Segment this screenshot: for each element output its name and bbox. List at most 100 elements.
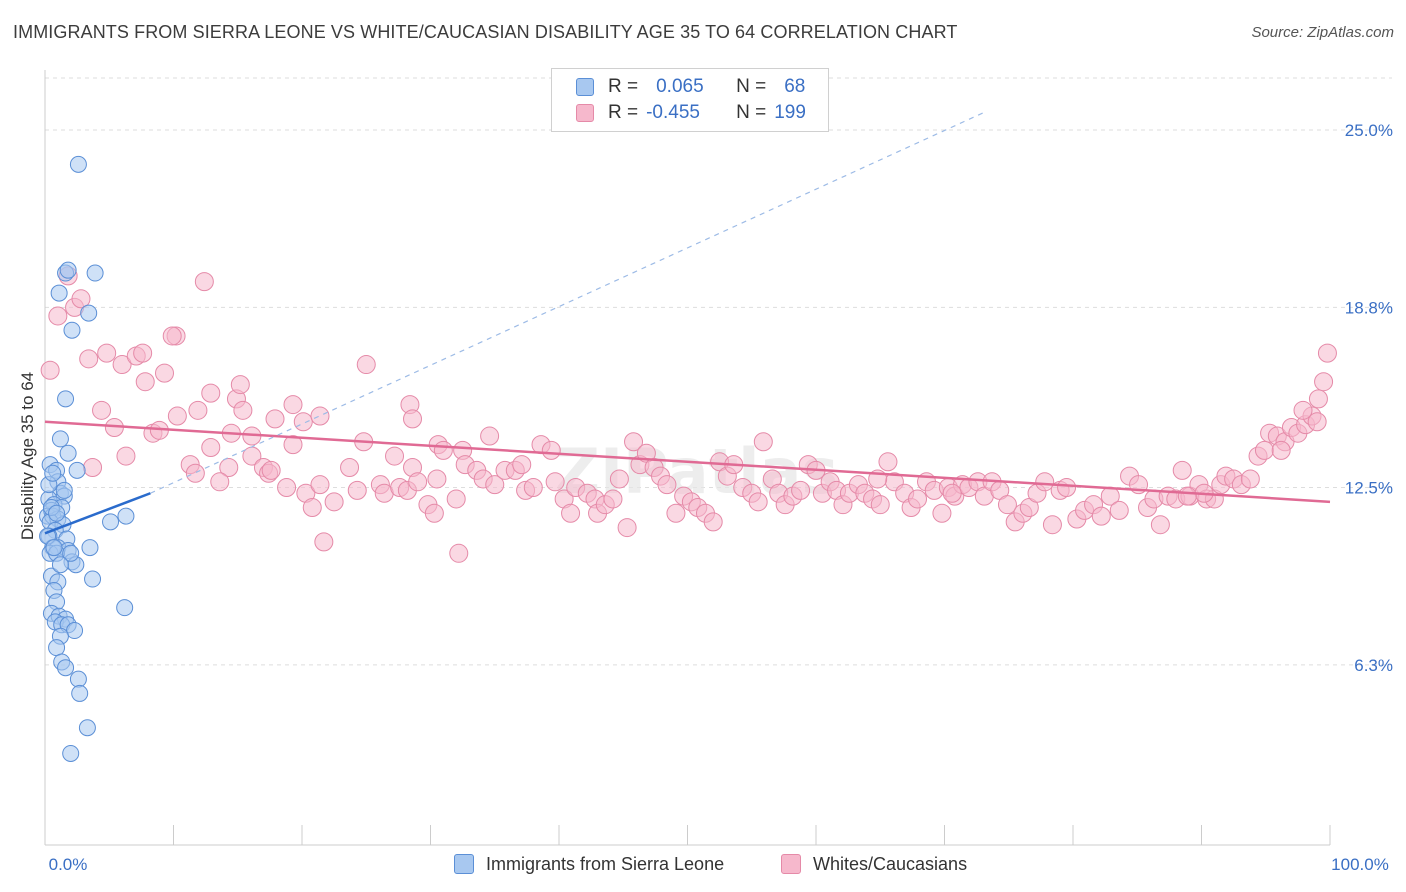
whites-caucasians-point xyxy=(167,406,187,426)
whites-caucasians-point xyxy=(1254,440,1274,460)
whites-caucasians-point xyxy=(427,469,447,489)
whites-caucasians-point xyxy=(356,355,376,375)
whites-caucasians-point xyxy=(265,409,285,429)
whites-caucasians-point xyxy=(449,543,469,563)
whites-caucasians-point xyxy=(194,272,214,292)
sierra-leone-points xyxy=(39,155,135,762)
sierra-leone-point xyxy=(62,544,80,562)
whites-caucasians-point xyxy=(83,458,103,478)
whites-caucasians-point xyxy=(283,395,303,415)
sierra-leone-point xyxy=(57,659,75,677)
axes xyxy=(44,70,1331,846)
whites-caucasians-points xyxy=(40,266,1337,563)
whites-caucasians-point xyxy=(433,440,453,460)
whites-caucasians-point xyxy=(293,412,313,432)
whites-caucasians-point xyxy=(155,363,175,383)
whites-caucasians-point xyxy=(112,355,132,375)
whites-caucasians-point xyxy=(791,480,811,500)
sierra-leone-point xyxy=(80,304,98,322)
whites-caucasians-point xyxy=(302,498,322,518)
whites-caucasians-point xyxy=(261,460,281,480)
whites-caucasians-point xyxy=(408,472,428,492)
legend-n-label: N = xyxy=(736,76,767,97)
whites-caucasians-point xyxy=(385,446,405,466)
sierra-leone-point xyxy=(62,744,80,762)
whites-caucasians-point xyxy=(1314,372,1334,392)
whites-caucasians-point xyxy=(40,360,60,380)
whites-caucasians-point xyxy=(1271,440,1291,460)
sierra-leone-point xyxy=(102,513,120,531)
sierra-leone-point xyxy=(84,570,102,588)
whites-caucasians-point xyxy=(1317,343,1337,363)
legend-r-label: R = xyxy=(608,76,639,97)
sierra-leone-point xyxy=(66,622,84,640)
sierra-leone-point xyxy=(86,264,104,282)
whites-caucasians-point xyxy=(79,349,99,369)
whites-caucasians-point xyxy=(657,475,677,495)
whites-caucasians-point xyxy=(210,472,230,492)
legend-n-value: 199 xyxy=(774,102,806,123)
whites-caucasians-point xyxy=(609,469,629,489)
legend-r-value: -0.455 xyxy=(646,102,700,123)
whites-caucasians-point xyxy=(1172,460,1192,480)
sierra-leone-point xyxy=(50,284,68,302)
whites-caucasians-point xyxy=(485,475,505,495)
whites-caucasians-point xyxy=(1307,412,1327,432)
sierra-leone-point xyxy=(51,556,69,574)
whites-caucasians-point xyxy=(666,503,686,523)
whites-caucasians-point xyxy=(340,458,360,478)
y-tick-label: 25.0% xyxy=(1345,121,1393,140)
bottom-legend-label: Immigrants from Sierra Leone xyxy=(486,853,725,874)
whites-caucasians-point xyxy=(942,483,962,503)
y-axis-title: Disability Age 35 to 64 xyxy=(18,372,37,540)
whites-caucasians-point xyxy=(753,432,773,452)
whites-caucasians-point xyxy=(1177,486,1197,506)
y-tick-label: 18.8% xyxy=(1345,298,1393,317)
whites-caucasians-point xyxy=(201,383,221,403)
sierra-leone-point xyxy=(45,539,63,557)
sierra-leone-point xyxy=(116,599,134,617)
whites-caucasians-point xyxy=(1293,400,1313,420)
whites-caucasians-point xyxy=(133,343,153,363)
whites-caucasians-point xyxy=(233,400,253,420)
whites-caucasians-point xyxy=(446,489,466,509)
whites-caucasians-point xyxy=(748,492,768,512)
whites-caucasians-point xyxy=(523,478,543,498)
whites-caucasians-point xyxy=(188,400,208,420)
whites-caucasians-point xyxy=(185,463,205,483)
legend-swatch-blue xyxy=(576,78,594,96)
whites-caucasians-point xyxy=(230,375,250,395)
y-tick-label: 12.5% xyxy=(1345,479,1393,498)
whites-caucasians-point xyxy=(541,440,561,460)
whites-caucasians-point xyxy=(277,478,297,498)
whites-caucasians-point xyxy=(310,475,330,495)
whites-caucasians-point xyxy=(71,289,91,309)
whites-caucasians-point xyxy=(1240,469,1260,489)
legend-row-whites: R = -0.455 N = 199 xyxy=(576,101,806,125)
whites-caucasians-point xyxy=(1308,389,1328,409)
sierra-leone-point xyxy=(63,321,81,339)
sierra-leone-point xyxy=(51,430,69,448)
x-tick-label: 100.0% xyxy=(1331,855,1389,874)
sierra-leone-point xyxy=(44,464,62,482)
whites-caucasians-point xyxy=(1035,472,1055,492)
whites-trend-line xyxy=(44,420,1331,504)
whites-caucasians-point xyxy=(219,458,239,478)
grid-lines xyxy=(45,77,1392,666)
whites-caucasians-point xyxy=(201,437,221,457)
whites-caucasians-point xyxy=(870,495,890,515)
whites-caucasians-point xyxy=(624,432,644,452)
sierra-leone-point xyxy=(81,539,99,557)
bottom-legend-whites: Whites/Caucasians xyxy=(781,852,967,876)
sierra-leone-point xyxy=(69,670,87,688)
whites-caucasians-point xyxy=(603,489,623,509)
whites-caucasians-point xyxy=(480,426,500,446)
sierra-leone-point xyxy=(59,261,77,279)
whites-caucasians-point xyxy=(347,480,367,500)
trend-lines xyxy=(44,112,1331,535)
source-credit: Source: ZipAtlas.com xyxy=(1251,24,1394,41)
whites-caucasians-point xyxy=(116,446,136,466)
legend-swatch-pink xyxy=(576,104,594,122)
whites-caucasians-point xyxy=(1109,500,1129,520)
